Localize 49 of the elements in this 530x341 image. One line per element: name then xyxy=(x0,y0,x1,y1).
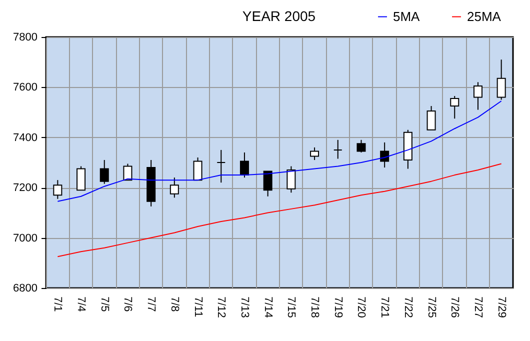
x-tick-label: 7/12 xyxy=(215,296,228,318)
legend-label: 25MA xyxy=(467,8,502,24)
x-tick-label: 7/26 xyxy=(448,296,461,318)
x-tick-label: 7/11 xyxy=(192,296,204,318)
candlestick xyxy=(496,59,506,100)
candlestick xyxy=(450,95,460,120)
x-tick-label: 7/27 xyxy=(472,296,484,318)
y-tick-label: 7600 xyxy=(13,82,38,94)
x-tick-label: 7/1 xyxy=(52,296,64,312)
candlestick xyxy=(286,166,296,194)
candlestick xyxy=(356,139,366,153)
candlestick xyxy=(426,106,436,130)
line-series xyxy=(57,100,502,202)
candlestick xyxy=(170,177,179,198)
y-tick-label: 6800 xyxy=(13,282,38,294)
x-tick-label: 7/18 xyxy=(308,296,321,318)
x-tick-label: 7/4 xyxy=(75,296,88,312)
x-tick-label: 7/6 xyxy=(122,296,134,312)
candlestick xyxy=(76,166,86,191)
x-tick-label: 7/29 xyxy=(495,296,508,318)
candlestick xyxy=(333,139,342,160)
candlestick xyxy=(380,142,390,168)
candlestick xyxy=(100,159,109,184)
candlestick xyxy=(263,170,272,197)
x-tick-label: 7/15 xyxy=(285,296,298,318)
candlestick xyxy=(193,156,202,181)
candlestick xyxy=(473,82,482,110)
candlestick xyxy=(240,152,249,178)
y-tick-label: 7400 xyxy=(13,132,38,144)
x-tick-label: 7/25 xyxy=(425,296,438,318)
x-tick-label: 7/20 xyxy=(355,296,368,318)
x-tick-label: 7/21 xyxy=(378,296,391,318)
candlestick xyxy=(216,149,226,184)
x-tick-label: 7/5 xyxy=(98,296,110,312)
x-tick-label: 7/22 xyxy=(402,296,414,318)
y-tick-label: 7000 xyxy=(13,232,38,244)
x-tick-label: 7/13 xyxy=(238,296,250,318)
candlestick xyxy=(123,163,132,181)
x-tick-label: 7/7 xyxy=(145,296,158,312)
x-tick-label: 7/14 xyxy=(262,296,274,318)
legend-label: 5MA xyxy=(393,8,420,24)
chart-title: YEAR 2005 xyxy=(242,8,316,24)
candlestick xyxy=(53,180,62,200)
x-tick-label: 7/8 xyxy=(168,296,180,312)
line-series xyxy=(57,163,502,258)
y-tick-label: 7200 xyxy=(13,182,38,194)
candlestick xyxy=(310,146,320,160)
y-tick-label: 7800 xyxy=(13,32,38,44)
x-tick-label: 7/19 xyxy=(332,296,344,318)
